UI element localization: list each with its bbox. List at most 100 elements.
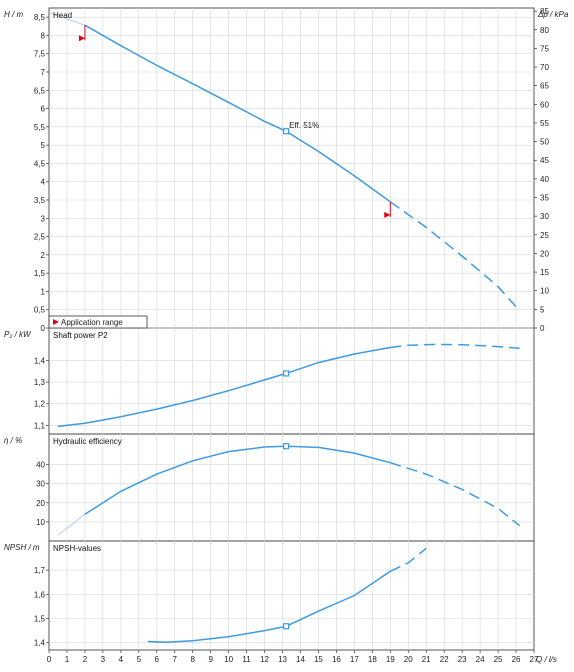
y-tick-label: 3 [41, 214, 46, 223]
series-solid [57, 346, 391, 428]
series-dashed [389, 547, 427, 572]
y-tick-label: 8 [41, 31, 46, 40]
y-tick-label: 5 [41, 141, 46, 150]
x-tick-label: 5 [137, 655, 142, 664]
y-tick-label: 6 [41, 105, 46, 114]
x-tick-label: 23 [458, 655, 467, 664]
y-tick-label: 5,5 [34, 123, 46, 132]
x-tick-label: 24 [476, 655, 485, 664]
y-tick-label: 0,5 [34, 306, 46, 315]
right-tick-label: 55 [540, 119, 549, 128]
y-tick-label: 1,4 [34, 639, 46, 648]
series-solid [84, 24, 391, 203]
y-tick-label: 3,5 [34, 196, 46, 205]
y-tick-label: 30 [36, 480, 45, 489]
y-tick-label: 1,3 [34, 378, 46, 387]
reference-line [48, 12, 86, 26]
x-tick-label: 22 [440, 655, 449, 664]
application-range-label: Application range [61, 318, 123, 327]
y-tick-label: 10 [36, 518, 45, 527]
panel-frame [48, 327, 535, 435]
y-tick-label: 0 [41, 324, 46, 333]
y-tick-label: 2 [41, 251, 46, 260]
y-tick-label: 1,7 [34, 566, 46, 575]
y-tick-label: 1,4 [34, 356, 46, 365]
duty-point [283, 128, 290, 135]
right-tick-label: 60 [540, 100, 549, 109]
x-tick-label: 13 [278, 655, 287, 664]
x-tick-label: 7 [173, 655, 178, 664]
right-tick-label: 50 [540, 138, 549, 147]
y-axis-label: P₂ / kW [4, 330, 32, 339]
right-tick-label: 40 [540, 175, 549, 184]
right-tick-label: 35 [540, 194, 549, 203]
right-tick-label: 85 [540, 7, 549, 16]
y-tick-label: 1,2 [34, 400, 46, 409]
series-dashed [389, 201, 521, 312]
y-axis-label: NPSH / m [4, 543, 40, 552]
panel-title: Head [53, 11, 72, 20]
x-tick-label: 16 [332, 655, 341, 664]
series-dashed [390, 461, 521, 527]
x-tick-label: 10 [224, 655, 233, 664]
y-tick-label: 6,5 [34, 86, 46, 95]
x-tick-label: 3 [101, 655, 106, 664]
x-tick-label: 21 [422, 655, 431, 664]
x-tick-label: 17 [350, 655, 359, 664]
x-tick-label: 18 [368, 655, 377, 664]
duty-point [283, 443, 290, 450]
panel-frame [48, 540, 535, 651]
y-tick-label: 4 [41, 178, 46, 187]
y-tick-label: 20 [36, 499, 45, 508]
x-tick-label: 25 [494, 655, 503, 664]
application-range-box [48, 315, 148, 329]
right-tick-label: 75 [540, 44, 549, 53]
y-tick-label: 7 [41, 68, 46, 77]
x-tick-label: 2 [83, 655, 88, 664]
x-tick-label: 8 [190, 655, 195, 664]
right-tick-label: 65 [540, 82, 549, 91]
y-tick-label: 1,6 [34, 590, 46, 599]
grid-lines [46, 8, 537, 653]
y-axis-label: η / % [4, 436, 22, 445]
y-tick-label: 1,5 [34, 269, 46, 278]
x-tick-label: 20 [404, 655, 413, 664]
x-tick-label: 15 [314, 655, 323, 664]
x-tick-label: 9 [208, 655, 213, 664]
y-tick-label: 1 [41, 287, 46, 296]
duty-point [283, 623, 290, 630]
series-solid [147, 570, 391, 643]
range-marker-flag [384, 211, 391, 218]
y-tick-label: 7,5 [34, 50, 46, 59]
right-tick-label: 15 [540, 268, 549, 277]
panel-title: Hydraulic efficiency [53, 437, 122, 446]
reference-line [57, 513, 86, 536]
right-tick-label: 25 [540, 231, 549, 240]
right-tick-label: 45 [540, 156, 549, 165]
right-tick-label: 30 [540, 212, 549, 221]
x-tick-label: 0 [47, 655, 52, 664]
right-tick-label: 80 [540, 26, 549, 35]
y-tick-label: 1,5 [34, 615, 46, 624]
x-tick-label: 6 [155, 655, 160, 664]
duty-point-label: Eff. 51% [289, 121, 319, 130]
y-tick-label: 1,1 [34, 421, 46, 430]
application-range-arrow-icon [53, 319, 59, 325]
right-tick-label: 5 [540, 305, 545, 314]
panel-frames [48, 7, 535, 651]
y-tick-label: 2,5 [34, 233, 46, 242]
x-tick-label: 26 [512, 655, 521, 664]
x-tick-label: 4 [119, 655, 124, 664]
series-solid [84, 445, 391, 515]
y-tick-label: 8,5 [34, 13, 46, 22]
right-tick-label: 70 [540, 63, 549, 72]
x-tick-label: 27 [530, 655, 539, 664]
y-tick-label: 4,5 [34, 159, 46, 168]
series-dashed [390, 343, 520, 350]
duty-point [283, 370, 290, 377]
x-tick-label: 12 [260, 655, 269, 664]
panel-title: NPSH-values [53, 544, 101, 553]
panel-frame [48, 7, 535, 329]
data-curves [48, 12, 521, 643]
axis-labels: 0 0,5 1 1,5 2 2,5 3 3,5 4 4,5 5 5,5 6 6,5 7 7,5 8 8,5 0 5 10… [4, 7, 569, 664]
